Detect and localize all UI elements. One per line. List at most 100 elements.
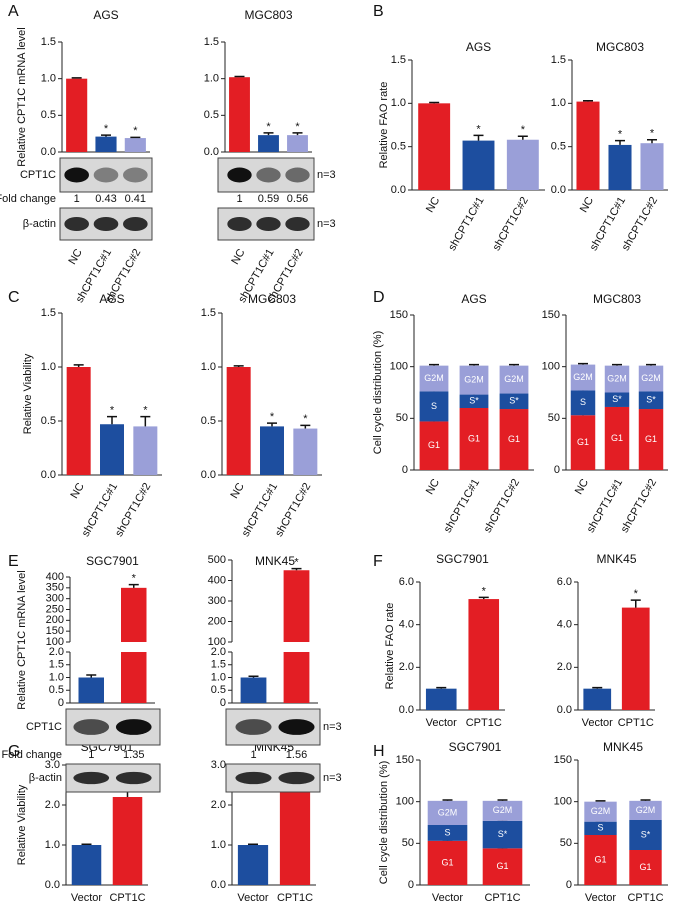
significance: * [133, 125, 138, 137]
x-tick-label: Vector [432, 892, 464, 904]
fold-change: 1 [250, 749, 256, 761]
error-bar [128, 583, 139, 588]
bar [425, 688, 457, 710]
x-tick-label: CPT1C [109, 892, 145, 904]
error-bar [292, 132, 303, 136]
y-axis-label: Cell cycle distribution (%) [378, 761, 390, 884]
panel-letter: A [8, 3, 19, 20]
y-tick-label: 1.5 [551, 54, 566, 66]
fold-change: 1 [88, 749, 94, 761]
segment-label: G1 [611, 433, 623, 443]
chart-title: MNK45 [596, 552, 636, 566]
y-tick-label: 100 [46, 636, 64, 648]
y-tick-label: 1.5 [41, 36, 56, 48]
y-axis-label: Relative FAO rate [378, 82, 390, 169]
bar [229, 77, 250, 152]
significance: * [521, 124, 526, 136]
bar-segment [427, 800, 468, 825]
error-bar [578, 362, 588, 365]
bar [237, 845, 269, 885]
chart-title: SGC7901 [449, 740, 502, 754]
significance: * [266, 121, 271, 133]
bar-segment [499, 393, 529, 410]
bar-segment [638, 365, 664, 392]
y-tick-label: 0.0 [399, 704, 414, 716]
y-tick-label: 6.0 [399, 576, 414, 588]
significance: * [104, 123, 109, 135]
error-bar [595, 800, 606, 802]
error-bar [640, 799, 651, 801]
y-tick-label: 1.0 [41, 361, 56, 373]
bar [121, 587, 147, 642]
x-tick-label: NC [424, 195, 442, 215]
row-label: CPT1C [20, 169, 56, 181]
y-tick-label: 150 [554, 754, 572, 766]
y-tick-label: 50 [560, 837, 572, 849]
x-tick-label: NC [66, 247, 84, 267]
segment-label: G2M [464, 374, 484, 384]
error-bar [469, 363, 479, 366]
bar-segment [629, 820, 662, 850]
segment-label: S* [646, 395, 656, 405]
segment-label: S* [498, 829, 508, 839]
bar-segment [570, 364, 596, 391]
bar [583, 688, 612, 710]
x-tick-label: CPT1C [484, 892, 520, 904]
segment-label: S [580, 397, 586, 407]
bar [100, 424, 124, 475]
segment-label: G1 [496, 861, 508, 871]
bar-segment [482, 820, 523, 849]
segment-label: S* [509, 396, 519, 406]
chart-title: MGC803 [248, 292, 296, 306]
y-tick-label: 3.0 [45, 759, 60, 771]
panel-letter: C [8, 289, 20, 306]
y-tick-label: 350 [46, 582, 64, 594]
bar [78, 677, 104, 703]
panel-letter: B [373, 3, 384, 20]
significance: * [132, 572, 137, 584]
fold-change: 0.43 [95, 193, 116, 205]
x-tick-label: Vector [582, 717, 614, 729]
y-tick-label: 0.5 [551, 141, 566, 153]
y-tick-label: 0.0 [41, 146, 56, 158]
y-tick-label: 1.0 [551, 97, 566, 109]
error-bar [267, 422, 277, 427]
y-tick-label: 1.5 [211, 659, 226, 671]
segment-label: G2M [493, 805, 513, 815]
x-tick-label: NC [68, 481, 86, 501]
bar [66, 78, 88, 152]
bar-segment [629, 800, 662, 820]
significance: * [295, 121, 300, 133]
row-label: β-actin [29, 772, 62, 784]
blot-band [285, 216, 310, 232]
segment-label: G1 [645, 434, 657, 444]
significance: * [476, 123, 481, 135]
blot-band [64, 167, 89, 183]
error-bar [234, 75, 245, 78]
y-axis-label: Relative CPT1C mRNA level [16, 27, 28, 166]
y-tick-label: 50 [402, 837, 414, 849]
y-tick-label: 250 [46, 603, 64, 615]
error-bar [442, 799, 453, 801]
x-tick-label: NC [228, 481, 246, 501]
bar [621, 607, 650, 710]
error-bar [81, 843, 92, 845]
y-tick-label: 200 [208, 615, 226, 627]
bar [279, 789, 311, 885]
bar [640, 143, 664, 190]
y-tick-label: 0.0 [41, 469, 56, 481]
segment-label: G2M [641, 373, 661, 383]
segment-label: S [431, 401, 437, 411]
y-tick-label: 100 [390, 361, 408, 373]
bar-segment [638, 409, 664, 470]
y-axis-label: Relative FAO rate [384, 603, 396, 690]
bar-segment [427, 840, 468, 885]
x-tick-label: CPT1C [277, 892, 313, 904]
y-tick-label: 0.0 [551, 184, 566, 196]
y-tick-label: 100 [542, 361, 560, 373]
blot-band [278, 719, 315, 735]
error-bar [592, 686, 603, 689]
bar [462, 140, 495, 190]
x-tick-label: shCPT1C#2 [491, 195, 531, 253]
error-bar [248, 675, 259, 678]
